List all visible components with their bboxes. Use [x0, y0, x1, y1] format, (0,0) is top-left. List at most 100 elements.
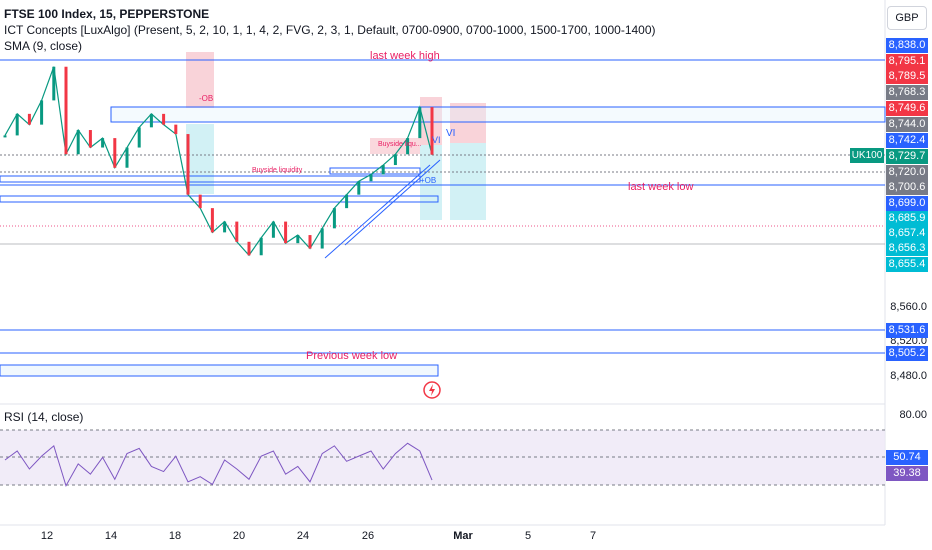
- price-candle: [76, 130, 80, 155]
- price-candle: [259, 237, 263, 256]
- price-axis-tag: 8,700.6: [886, 180, 928, 195]
- date-label: 5: [524, 530, 532, 542]
- price-candle: [88, 130, 92, 148]
- price-axis-tag: 8,749.6: [886, 101, 928, 116]
- liquidity-box-upper: [110, 106, 886, 123]
- date-label: 14: [104, 530, 118, 542]
- date-label: 12: [40, 530, 54, 542]
- price-candle: [284, 221, 288, 244]
- price-candle: [40, 100, 44, 125]
- bearish-zone-3: [450, 103, 486, 143]
- price-candle: [27, 113, 31, 125]
- price-candle: [162, 113, 166, 125]
- buyside-liquidity-label-2: Buyside liqu...: [378, 141, 422, 148]
- vi-label-2: VI: [432, 135, 441, 145]
- price-candle: [418, 107, 422, 139]
- price-candle: [52, 66, 56, 101]
- price-candle: [247, 241, 251, 256]
- date-label: Mar: [453, 530, 473, 542]
- price-candle: [125, 147, 129, 168]
- rsi-series: [4, 442, 433, 487]
- buyside-liquidity-label: Buyside liquidity: [252, 167, 303, 174]
- price-axis-tag: 8,744.0: [886, 117, 928, 132]
- currency-button[interactable]: GBP: [887, 6, 927, 30]
- last-week-low-label: last week low: [628, 181, 694, 193]
- price-candle: [406, 138, 410, 155]
- price-axis-tag: 8,720.0: [886, 165, 928, 180]
- price-candle: [15, 113, 19, 136]
- price-axis-tag: 8,795.1: [886, 54, 928, 69]
- price-candle: [271, 221, 275, 238]
- price-axis-tag: 8,789.5: [886, 69, 928, 84]
- vi-label: VI: [446, 128, 456, 139]
- bullish-zone-1: [186, 124, 214, 194]
- bullish-zone-3: [450, 143, 486, 220]
- price-candle: [345, 194, 349, 209]
- price-axis-tag: 8,656.3: [886, 241, 928, 256]
- price-candle: [320, 228, 324, 249]
- date-label: 18: [168, 530, 182, 542]
- price-candle: [223, 221, 227, 233]
- last-week-high-label: last week high: [370, 50, 440, 62]
- price-tick: 8,560.0: [890, 301, 927, 313]
- price-candle: [186, 134, 190, 195]
- ob-label-2: +OB: [420, 176, 437, 185]
- liquidity-box-mid: [329, 167, 421, 175]
- price-candle: [3, 135, 7, 138]
- date-label: 26: [361, 530, 375, 542]
- price-candle: [149, 113, 153, 128]
- rsi-band: [0, 430, 885, 485]
- price-candle: [235, 221, 239, 242]
- price-candle: [64, 66, 68, 155]
- price-candle: [357, 181, 361, 195]
- fvg-box-1: [0, 175, 421, 183]
- price-axis-tag: 8,699.0: [886, 196, 928, 211]
- price-candle: [174, 124, 178, 135]
- price-tick: 8,480.0: [890, 370, 927, 382]
- symbol-tag: UK100: [850, 148, 884, 163]
- price-axis-tag: 8,768.3: [886, 85, 928, 100]
- rsi-value-tag: 50.74: [886, 450, 928, 465]
- price-axis-tag: 8,729.7: [886, 149, 928, 164]
- price-candle: [308, 235, 312, 249]
- price-axis-tag: 8,685.9: [886, 211, 928, 226]
- price-candle: [393, 154, 397, 166]
- rsi-legend[interactable]: RSI (14, close): [4, 410, 84, 424]
- price-candle: [198, 194, 202, 209]
- price-axis-tag: 8,531.6: [886, 323, 928, 338]
- price-axis-tag: 8,655.4: [886, 257, 928, 272]
- price-candle: [210, 208, 214, 233]
- indicator-sma-legend[interactable]: SMA (9, close): [4, 39, 83, 53]
- chart-title: FTSE 100 Index, 15, PEPPERSTONE: [4, 7, 210, 21]
- previous-week-low-label: Previous week low: [306, 350, 398, 362]
- price-axis-tag: 8,505.2: [886, 346, 928, 361]
- ob-label: -OB: [199, 94, 214, 103]
- price-candle: [369, 174, 373, 182]
- price-axis-tag: 8,838.0: [886, 38, 928, 53]
- price-candle: [332, 208, 336, 229]
- price-line: [4, 66, 433, 257]
- trendline-2: [344, 159, 441, 246]
- price-tick: 8,520.0: [890, 335, 927, 347]
- price-candle: [430, 107, 434, 155]
- fvg-box-2: [0, 195, 439, 203]
- price-candle: [381, 165, 385, 175]
- rsi-signal-tag: 39.38: [886, 466, 928, 481]
- date-label: 20: [232, 530, 246, 542]
- price-series: [3, 66, 434, 257]
- price-axis-tag: 8,742.4: [886, 133, 928, 148]
- bearish-order-block-zone: [186, 52, 214, 108]
- date-label: 24: [296, 530, 310, 542]
- indicator-ict-legend[interactable]: ICT Concepts [LuxAlgo] (Present, 5, 2, 1…: [4, 23, 656, 37]
- price-candle: [113, 138, 117, 168]
- trendline-1: [324, 164, 431, 259]
- rsi-tick: 80.00: [899, 409, 927, 421]
- date-label: 7: [589, 530, 597, 542]
- price-candle: [137, 127, 141, 148]
- rsi-line: [4, 442, 433, 487]
- price-candle: [101, 138, 105, 148]
- price-axis-tag: 8,657.4: [886, 226, 928, 241]
- price-candle: [296, 235, 300, 244]
- previous-week-low-box: [0, 364, 439, 377]
